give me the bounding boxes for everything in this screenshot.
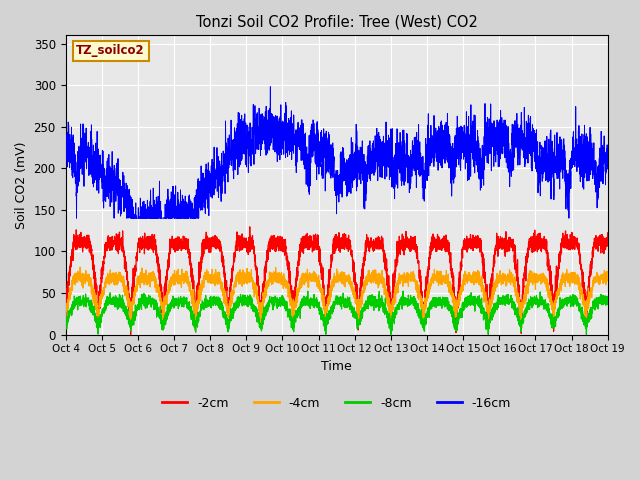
Legend: -2cm, -4cm, -8cm, -16cm: -2cm, -4cm, -8cm, -16cm: [157, 392, 516, 415]
Title: Tonzi Soil CO2 Profile: Tree (West) CO2: Tonzi Soil CO2 Profile: Tree (West) CO2: [196, 15, 477, 30]
Text: TZ_soilco2: TZ_soilco2: [76, 44, 145, 57]
Y-axis label: Soil CO2 (mV): Soil CO2 (mV): [15, 141, 28, 228]
X-axis label: Time: Time: [321, 360, 352, 373]
